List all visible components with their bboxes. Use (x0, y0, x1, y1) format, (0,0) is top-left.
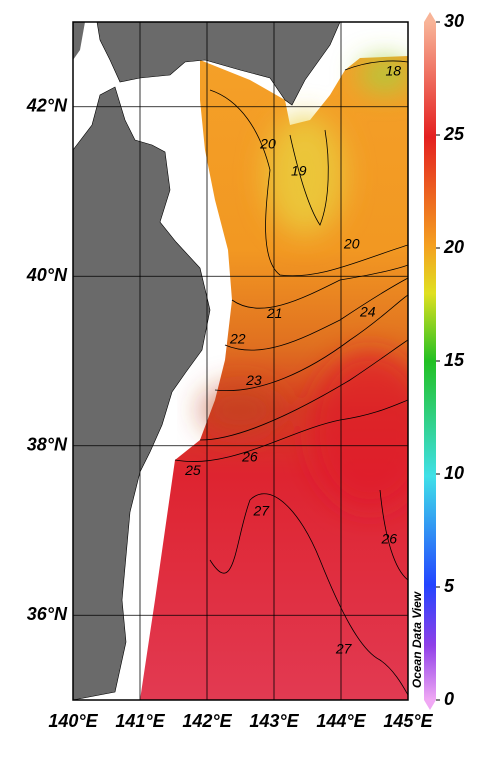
contour-label: 25 (184, 462, 201, 478)
colorbar-arrow-top (424, 12, 436, 22)
colorbar (424, 22, 436, 700)
x-tick-label: 141°E (115, 711, 165, 731)
contour-label: 26 (241, 448, 258, 464)
contour-label: 20 (343, 236, 360, 252)
x-tick-label: 143°E (249, 711, 299, 731)
x-tick-label: 142°E (182, 711, 232, 731)
colorbar-tick-label: 30 (444, 11, 464, 31)
contour-label: 27 (252, 503, 270, 519)
contour-label: 19 (291, 163, 307, 179)
contour-label: 20 (259, 136, 276, 152)
contour-label: 23 (245, 372, 262, 388)
colorbar-tick-label: 20 (443, 237, 464, 257)
colorbar-tick-label: 10 (444, 463, 464, 483)
land-honshu (73, 86, 211, 700)
contour-lines (174, 60, 408, 696)
colorbar-arrow-bottom (424, 700, 436, 710)
x-tick-label: 140°E (48, 711, 98, 731)
field-shading (200, 60, 408, 510)
colorbar-tick-label: 25 (443, 124, 465, 144)
x-tick-label: 145°E (383, 711, 433, 731)
contour-label: 21 (266, 305, 283, 321)
y-tick-label: 38°N (27, 435, 68, 455)
watermark: Ocean Data View (410, 591, 424, 688)
land-island (73, 22, 85, 60)
contour-label: 26 (380, 531, 397, 547)
contour-label: 27 (335, 641, 353, 657)
x-tick-label: 144°E (316, 711, 366, 731)
contour-label: 22 (229, 331, 246, 347)
y-tick-label: 40°N (26, 265, 68, 285)
contour-label: 24 (359, 303, 376, 319)
y-tick-label: 42°N (26, 96, 68, 116)
y-tick-label: 36°N (27, 604, 68, 624)
contour-label: 18 (385, 63, 401, 79)
colorbar-tick-label: 15 (444, 350, 465, 370)
plot-frame (72, 21, 409, 701)
colorbar-tick-label: 5 (444, 576, 455, 596)
colorbar-tick-label: 0 (444, 689, 454, 709)
map-area (73, 22, 408, 700)
land-hokkaido (96, 22, 341, 106)
